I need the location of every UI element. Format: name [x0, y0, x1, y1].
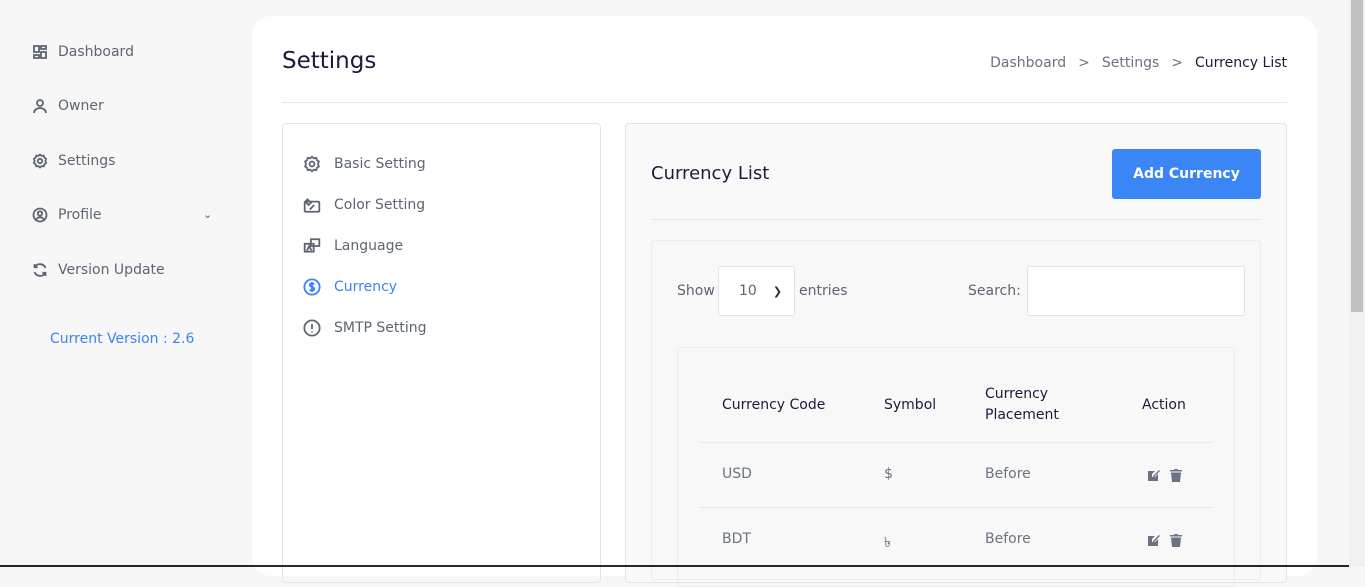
- menu-smtp-setting[interactable]: SMTP Setting: [303, 319, 427, 337]
- gear-icon: [304, 155, 320, 173]
- trash-icon[interactable]: [1169, 533, 1183, 547]
- sidebar-item-label: Dashboard: [58, 44, 134, 60]
- entries-value: 10: [739, 283, 757, 299]
- refresh-icon: [33, 263, 47, 277]
- sidebar-item-profile[interactable]: Profile: [32, 207, 102, 223]
- row-divider: [699, 507, 1213, 508]
- chevron-down-icon: ❯: [772, 284, 783, 298]
- menu-label: SMTP Setting: [334, 320, 427, 336]
- edit-icon[interactable]: [1147, 468, 1161, 482]
- menu-label: Currency: [334, 279, 398, 295]
- column-header-code[interactable]: Currency Code: [722, 397, 826, 413]
- chevron-down-icon[interactable]: ⌄: [203, 208, 213, 221]
- dollar-circle-icon: [303, 278, 321, 296]
- divider: [282, 102, 1287, 103]
- cell-placement: Before: [985, 466, 1031, 482]
- menu-label: Color Setting: [334, 197, 426, 213]
- sidebar-item-dashboard[interactable]: Dashboard: [32, 44, 134, 60]
- sidebar-item-owner[interactable]: Owner: [32, 98, 104, 114]
- settings-menu: [282, 123, 601, 583]
- dashboard-icon: [33, 45, 47, 59]
- bottom-edge: [0, 565, 1349, 567]
- sidebar-item-settings[interactable]: Settings: [32, 153, 115, 169]
- show-label: Show: [677, 283, 715, 299]
- page-scrollbar[interactable]: [1349, 0, 1365, 567]
- cell-code: USD: [722, 466, 752, 482]
- user-circle-icon: [32, 207, 48, 223]
- breadcrumb-separator: >: [1078, 55, 1090, 71]
- user-icon: [33, 99, 47, 114]
- menu-basic-setting[interactable]: Basic Setting: [303, 155, 426, 173]
- menu-currency[interactable]: Currency: [303, 278, 397, 296]
- cell-symbol: ৳: [884, 535, 891, 551]
- sidebar-item-label: Settings: [58, 153, 116, 169]
- menu-label: Language: [334, 238, 404, 254]
- breadcrumb-dashboard[interactable]: Dashboard: [990, 55, 1067, 71]
- sidebar-item-version-update[interactable]: Version Update: [32, 262, 165, 278]
- edit-icon[interactable]: [1147, 533, 1161, 547]
- divider: [651, 219, 1261, 220]
- column-header-action: Action: [1142, 397, 1186, 413]
- breadcrumb-settings[interactable]: Settings: [1101, 55, 1160, 71]
- currency-list-title: Currency List: [651, 163, 770, 184]
- menu-label: Basic Setting: [334, 156, 426, 172]
- cell-placement: Before: [985, 531, 1031, 547]
- cell-symbol: $: [884, 466, 893, 482]
- sidebar-item-label: Owner: [58, 98, 104, 114]
- alert-circle-icon: [303, 319, 321, 337]
- search-input[interactable]: [1027, 266, 1245, 316]
- cell-code: BDT: [722, 531, 751, 547]
- search-label: Search:: [968, 283, 1021, 299]
- menu-language[interactable]: Language: [303, 237, 403, 255]
- breadcrumb: Dashboard > Settings > Currency List: [990, 55, 1287, 71]
- palette-icon: [303, 198, 321, 213]
- entries-label: entries: [799, 283, 848, 299]
- menu-color-setting[interactable]: Color Setting: [303, 196, 425, 214]
- translate-icon: [303, 238, 321, 253]
- gear-icon: [32, 153, 48, 169]
- column-header-symbol[interactable]: Symbol: [884, 397, 937, 413]
- breadcrumb-separator: >: [1171, 55, 1183, 71]
- currency-table: [677, 347, 1235, 587]
- scrollbar-thumb[interactable]: [1351, 0, 1363, 312]
- breadcrumb-current: Currency List: [1195, 55, 1287, 71]
- trash-icon[interactable]: [1169, 468, 1183, 482]
- column-header-placement[interactable]: Currency Placement: [985, 386, 1059, 423]
- page-title: Settings: [282, 48, 377, 74]
- row-divider: [699, 442, 1213, 443]
- entries-select[interactable]: 10 ❯: [718, 266, 795, 316]
- current-version: Current Version : 2.6: [50, 331, 195, 347]
- add-currency-button[interactable]: Add Currency: [1112, 149, 1261, 199]
- sidebar-item-label: Profile: [58, 207, 102, 223]
- sidebar-item-label: Version Update: [58, 262, 165, 278]
